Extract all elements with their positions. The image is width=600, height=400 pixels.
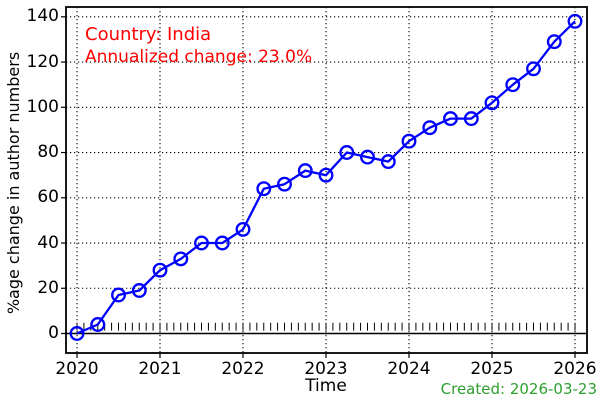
x-tick-label: 2024 [387,359,431,379]
annotation-country: Country: India [85,24,212,45]
x-axis-label: Time [305,376,347,396]
y-tick-label: 80 [37,142,59,163]
x-tick-label: 2023 [304,359,348,379]
y-tick-label: 60 [37,187,59,208]
y-tick-label: 20 [37,277,59,298]
y-tick-label: 0 [48,323,59,343]
created-date: Created: 2026-03-23 [440,380,597,398]
y-tick-label: 40 [37,232,59,253]
x-tick-label: 2022 [221,359,265,379]
x-tick-label: 2026 [553,359,597,379]
y-tick-label: 120 [26,51,59,72]
x-tick-label: 2020 [55,359,99,379]
x-tick-label: 2021 [138,359,182,379]
y-tick-label: 140 [26,6,59,27]
x-tick-label: 2025 [470,359,514,379]
annotation-annualized: Annualized change: 23.0% [85,47,313,67]
y-tick-label: 100 [26,96,59,117]
